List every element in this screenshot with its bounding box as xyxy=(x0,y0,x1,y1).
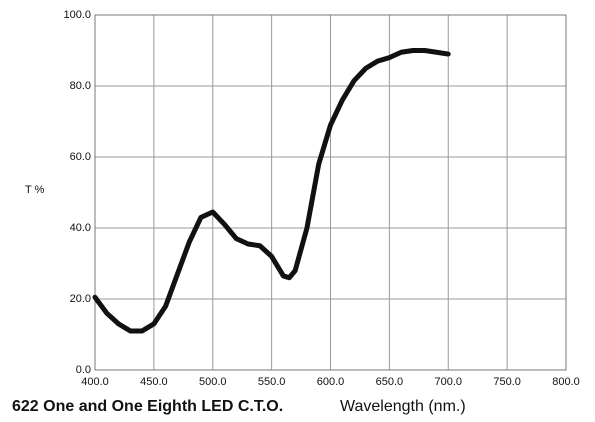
y-tick-label: 80.0 xyxy=(70,80,91,92)
y-tick-label: 20.0 xyxy=(70,293,91,305)
x-tick-label: 750.0 xyxy=(493,376,521,388)
x-tick-label: 500.0 xyxy=(199,376,227,388)
y-tick-label: 100.0 xyxy=(63,9,91,21)
plot-frame xyxy=(94,14,567,371)
data-line xyxy=(92,48,451,334)
y-tick-label: 60.0 xyxy=(70,151,91,163)
x-tick-label: 700.0 xyxy=(434,376,462,388)
y-tick-label: 40.0 xyxy=(70,222,91,234)
x-tick-label: 400.0 xyxy=(81,376,109,388)
y-tick-label: 0.0 xyxy=(76,364,91,376)
x-tick-label: 600.0 xyxy=(317,376,345,388)
chart-title: 622 One and One Eighth LED C.T.O. xyxy=(12,398,283,415)
x-axis-label: Wavelength (nm.) xyxy=(340,398,466,415)
x-tick-label: 650.0 xyxy=(376,376,404,388)
x-tick-label: 450.0 xyxy=(140,376,168,388)
x-tick-label: 550.0 xyxy=(258,376,286,388)
x-tick-label: 800.0 xyxy=(552,376,580,388)
y-axis-label: T % xyxy=(25,184,45,196)
